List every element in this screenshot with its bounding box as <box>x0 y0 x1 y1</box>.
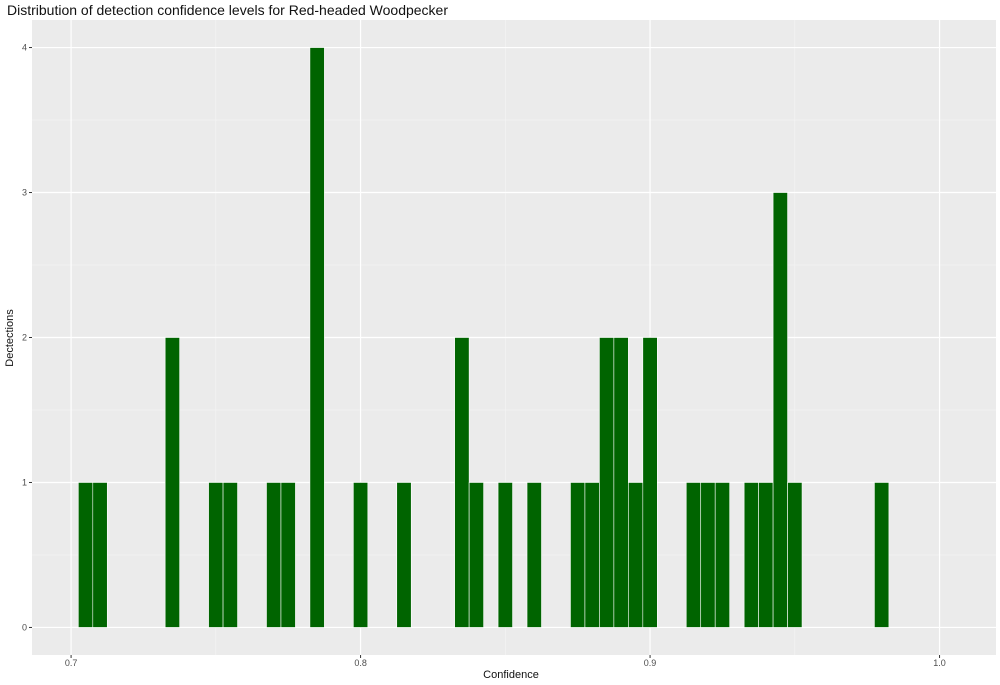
histogram-bars <box>78 47 890 628</box>
histogram-bar <box>772 192 788 628</box>
x-tick-label: 0.8 <box>354 658 367 668</box>
histogram-bar <box>599 337 615 628</box>
histogram-bar <box>584 482 600 628</box>
histogram-bar <box>685 482 702 628</box>
histogram-bar <box>613 337 629 628</box>
y-tick-label: 1 <box>22 477 27 487</box>
histogram-bar <box>353 482 369 628</box>
histogram-bar <box>92 482 108 628</box>
histogram-bar <box>787 482 803 628</box>
histogram-bar <box>454 337 470 628</box>
histogram-bar <box>628 482 644 628</box>
x-axis-title: Confidence <box>483 669 539 681</box>
y-tick-label: 2 <box>22 333 27 343</box>
y-tick-label: 4 <box>22 43 27 53</box>
y-axis-title: Dectections <box>4 309 16 367</box>
x-tick-label: 1.0 <box>933 658 946 668</box>
histogram-bar <box>468 482 484 628</box>
histogram-bar <box>714 482 730 628</box>
y-tick-label: 0 <box>22 622 27 632</box>
histogram-bar <box>526 482 542 628</box>
histogram-bar <box>280 482 296 628</box>
histogram-bar <box>164 337 180 628</box>
histogram-bar <box>208 482 224 628</box>
histogram-bar <box>758 482 774 628</box>
x-tick-label: 0.7 <box>65 658 78 668</box>
histogram-bar <box>396 482 412 628</box>
histogram-bar <box>222 482 238 628</box>
histogram-bar <box>700 482 716 628</box>
histogram-bar <box>642 337 658 628</box>
chart-title: Distribution of detection confidence lev… <box>7 2 448 18</box>
x-tick-label: 0.9 <box>644 658 657 668</box>
histogram-bar <box>874 482 890 628</box>
histogram-bar <box>743 482 759 628</box>
y-tick-label: 3 <box>22 188 27 198</box>
histogram-bar <box>266 482 282 628</box>
histogram-bar <box>309 47 325 628</box>
histogram-bar <box>497 482 513 628</box>
histogram-bar <box>570 482 586 628</box>
histogram-bar <box>78 482 94 628</box>
y-axis-ticks: 0 1 2 3 4 <box>22 43 32 632</box>
x-axis-ticks: 0.7 0.8 0.9 1.0 <box>65 655 946 668</box>
